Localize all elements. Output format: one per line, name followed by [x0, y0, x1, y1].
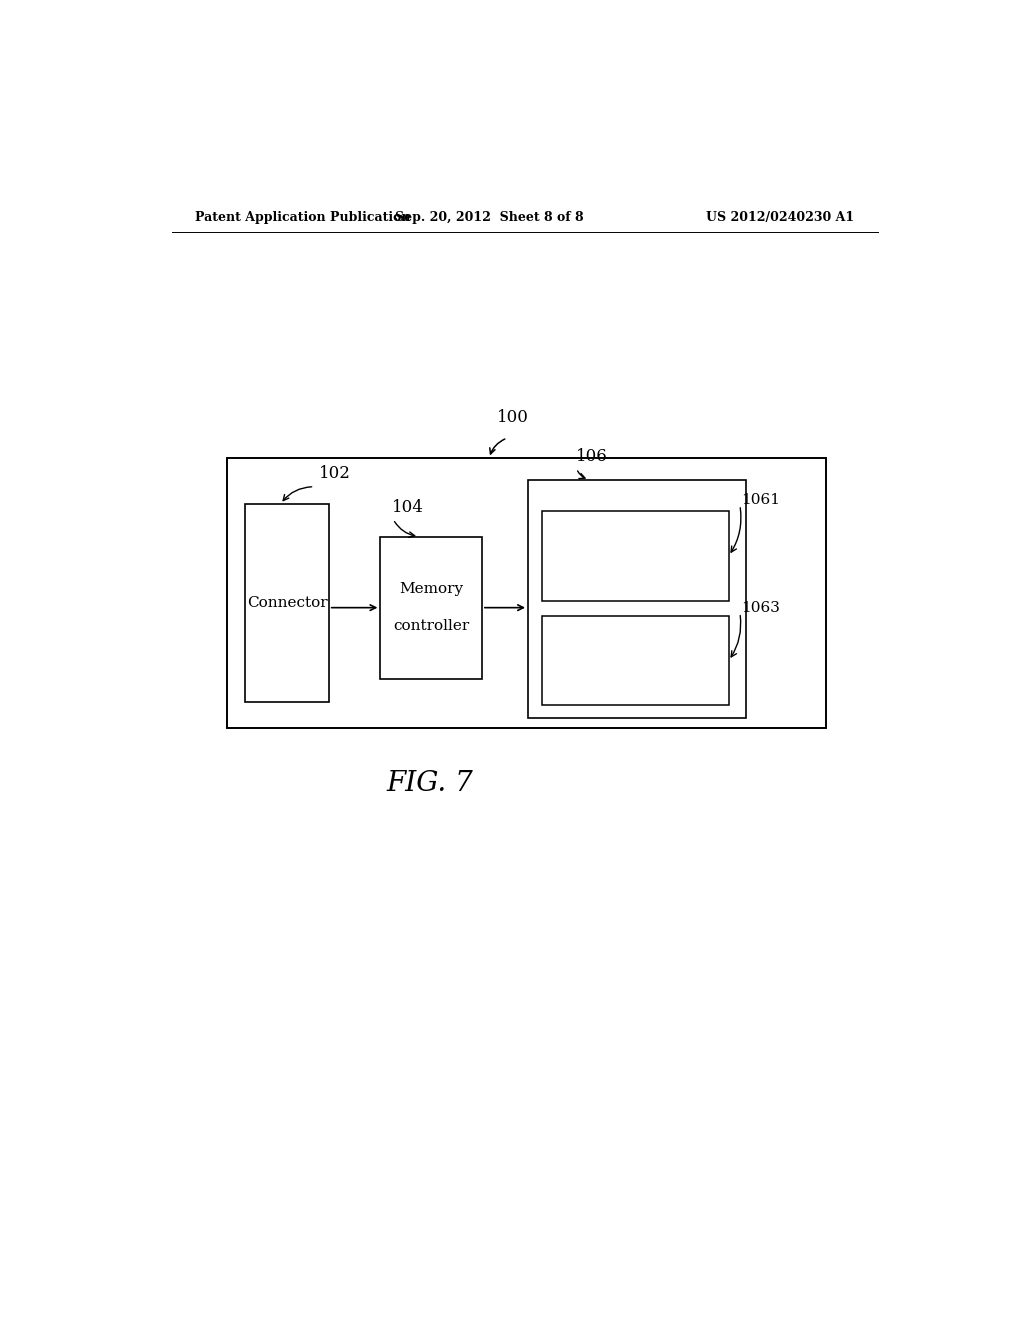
Text: 102: 102 — [318, 465, 350, 482]
Text: FIG. 7: FIG. 7 — [386, 770, 473, 797]
Text: Connector: Connector — [247, 597, 328, 610]
Text: US 2012/0240230 A1: US 2012/0240230 A1 — [706, 211, 854, 224]
Bar — [227, 458, 826, 727]
Text: 1063: 1063 — [740, 601, 779, 615]
Bar — [543, 511, 729, 601]
Text: 1061: 1061 — [740, 492, 779, 507]
Text: Patent Application Publication: Patent Application Publication — [196, 211, 411, 224]
Text: Memory: Memory — [399, 582, 463, 597]
Bar — [380, 536, 482, 678]
Text: Second  partition: Second partition — [571, 653, 699, 668]
Text: 104: 104 — [391, 499, 423, 516]
Bar — [543, 615, 729, 705]
Bar — [528, 479, 746, 718]
Bar — [246, 504, 329, 702]
Text: 100: 100 — [497, 409, 528, 426]
Text: 106: 106 — [577, 449, 608, 466]
Text: First  partition: First partition — [581, 549, 690, 562]
Text: Sep. 20, 2012  Sheet 8 of 8: Sep. 20, 2012 Sheet 8 of 8 — [395, 211, 584, 224]
Text: controller: controller — [393, 619, 469, 634]
